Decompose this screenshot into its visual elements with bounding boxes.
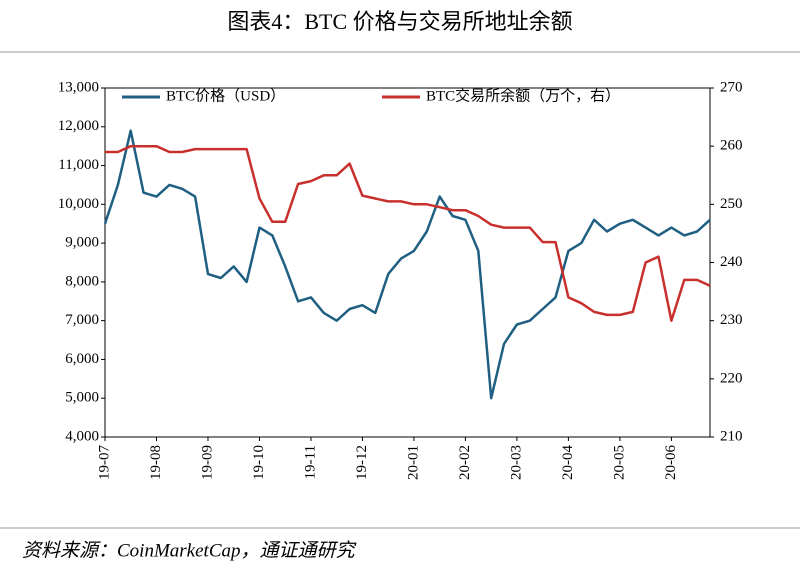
x-tick-label: 20-05 [611,445,627,480]
y-tick-label: 9,000 [65,235,99,251]
x-tick-label: 20-03 [508,445,524,480]
y-tick-label: 13,000 [58,79,99,95]
series-line [103,129,711,400]
y2-tick-label: 220 [720,370,743,386]
x-tick-label: 19-10 [251,445,267,480]
y-tick-label: 10,000 [58,196,99,212]
y-tick-label: 12,000 [58,118,99,134]
legend-label: BTC交易所余额（万个，右） [426,86,620,104]
legend-label: BTC价格（USD） [166,87,285,104]
x-tick-label: 19-12 [354,445,370,480]
y-tick-label: 6,000 [65,351,99,367]
x-tick-label: 20-04 [560,445,576,480]
y-tick-label: 11,000 [58,157,99,173]
x-tick-label: 19-08 [148,445,164,480]
y2-tick-label: 240 [720,254,743,270]
x-tick-label: 20-02 [457,445,473,480]
y2-tick-label: 250 [720,196,743,212]
plot-frame [104,87,711,438]
source: 资料来源：CoinMarketCap，通证通研究 [22,539,357,561]
y2-tick-label: 270 [720,79,743,95]
chart-title: 图表4：BTC 价格与交易所地址余额 [227,9,572,34]
y2-tick-label: 230 [720,312,743,328]
x-tick-label: 20-01 [405,445,421,480]
y-tick-label: 7,000 [65,312,99,328]
x-tick-label: 19-07 [96,445,112,480]
y-tick-label: 8,000 [65,273,99,289]
y2-tick-label: 260 [720,138,743,154]
x-tick-label: 19-09 [199,445,215,480]
y-tick-label: 5,000 [65,390,99,406]
series-line [105,144,711,322]
y-tick-label: 4,000 [65,428,99,444]
x-tick-label: 20-06 [663,445,679,480]
x-tick-label: 19-11 [302,445,318,479]
y2-tick-label: 210 [720,428,743,444]
